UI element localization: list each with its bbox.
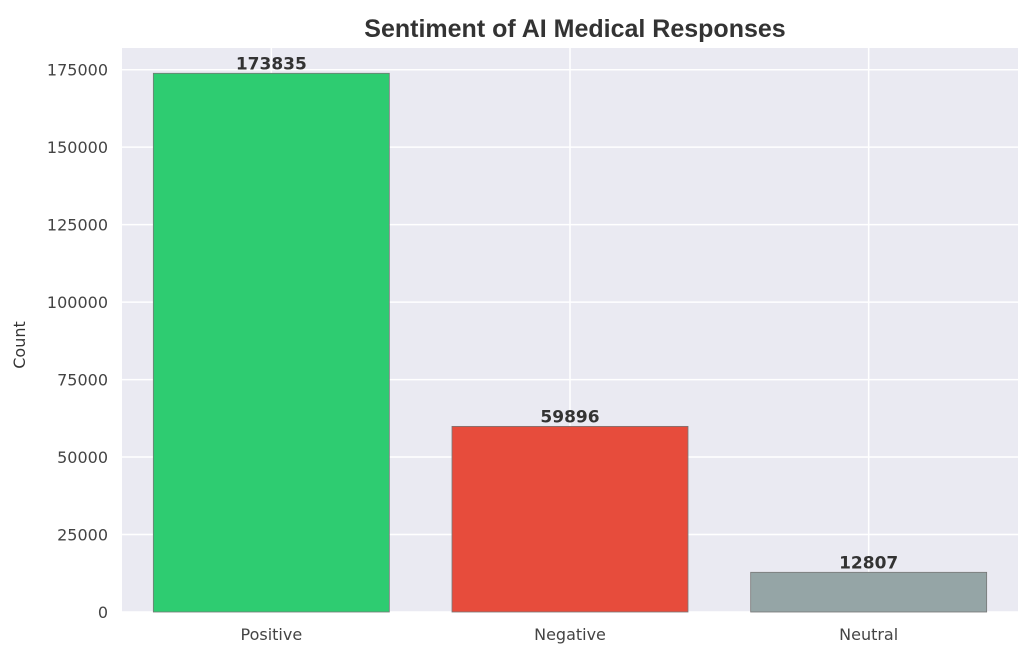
bars [152, 72, 988, 613]
bar-value-label: 59896 [540, 407, 599, 427]
y-tick-label: 150000 [47, 138, 108, 157]
y-axis-label: Count [10, 321, 29, 369]
bar-value-labels: 173835 59896 12807 [236, 54, 898, 573]
y-tick-label: 100000 [47, 293, 108, 312]
y-tick-label: 75000 [57, 371, 108, 390]
x-axis-ticks: Positive Negative Neutral [240, 625, 898, 644]
y-tick-label: 0 [98, 603, 108, 622]
x-tick-label: Negative [534, 625, 606, 644]
x-tick-label: Neutral [839, 625, 898, 644]
y-tick-label: 175000 [47, 61, 108, 80]
y-axis-ticks: 0 25000 50000 75000 100000 125000 150000 175000 [47, 61, 108, 622]
chart-title: Sentiment of AI Medical Responses [364, 15, 785, 43]
y-tick-label: 50000 [57, 448, 108, 467]
bar-neutral [750, 571, 988, 613]
bar-value-label: 173835 [236, 54, 307, 74]
y-tick-label: 125000 [47, 216, 108, 235]
bar-negative [451, 425, 689, 613]
bar-value-label: 12807 [839, 553, 898, 573]
y-tick-label: 25000 [57, 526, 108, 545]
bar-positive [152, 72, 390, 613]
x-tick-label: Positive [240, 625, 302, 644]
